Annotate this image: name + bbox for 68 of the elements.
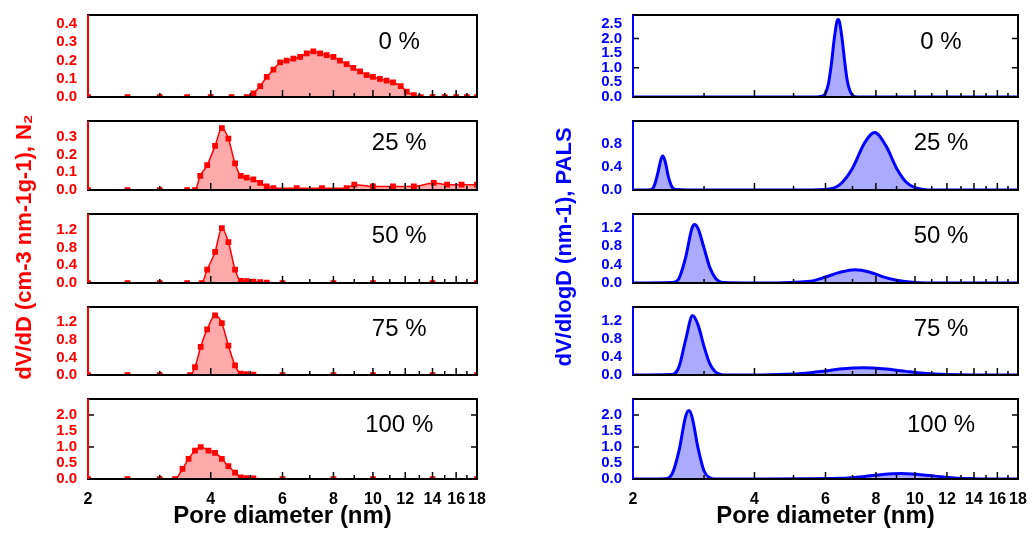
y-tick-label: 0.0 — [601, 365, 622, 383]
x-tick-label: 18 — [1009, 490, 1027, 508]
y-tick-label: 0.8 — [601, 328, 622, 346]
y-tick-label: 0.4 — [601, 157, 623, 175]
y-tick-label: 0.5 — [601, 72, 622, 90]
annotation: 100 % — [906, 410, 976, 438]
x-tick-label: 6 — [278, 490, 288, 508]
y-tick-label: 0.4 — [56, 347, 78, 365]
y-axis-title: dV/dD (cm-3 nm-1g-1), N₂ — [11, 114, 37, 380]
y-tick-label: 0.0 — [56, 469, 77, 487]
y-tick-label: 0.1 — [56, 162, 77, 180]
y-tick-label: 0.1 — [56, 68, 77, 86]
annotation: 25 % — [913, 128, 969, 156]
y-tick-label: 0.0 — [601, 87, 622, 105]
x-tick-label: 10 — [364, 490, 382, 508]
y-tick-label: 0.3 — [56, 127, 77, 145]
y-tick-label: 0.0 — [56, 180, 77, 198]
y-tick-label: 0.0 — [601, 273, 622, 291]
y-tick-label: 0.2 — [56, 50, 77, 68]
y-tick-label: 0.8 — [56, 237, 77, 255]
x-tick-label: 8 — [871, 490, 881, 508]
y-tick-label: 0.0 — [56, 273, 77, 291]
x-tick-label: 16 — [988, 490, 1007, 508]
y-tick-label: 0.3 — [56, 32, 77, 50]
y-axis-title: dV/dlogD (nm-1), PALS — [551, 127, 577, 367]
y-tick-label: 0.4 — [56, 255, 78, 273]
y-tick-label: 1.2 — [601, 217, 622, 235]
x-tick-label: 8 — [328, 490, 338, 508]
x-tick-label: 10 — [906, 490, 925, 508]
y-tick-label: 0.5 — [56, 453, 77, 471]
y-tick-label: 0.0 — [56, 87, 77, 105]
y-tick-label: 1.2 — [56, 312, 77, 330]
x-tick-label: 6 — [821, 490, 831, 508]
annotation: 0 % — [378, 26, 420, 54]
y-tick-label: 0.8 — [56, 330, 77, 348]
x-tick-label: 14 — [965, 490, 983, 508]
y-tick-label: 1.5 — [601, 421, 622, 439]
y-tick-label: 2.0 — [601, 405, 622, 423]
y-tick-label: 0.0 — [601, 469, 622, 487]
annotation: 25 % — [371, 128, 427, 156]
y-tick-label: 0.2 — [56, 144, 77, 162]
y-tick-label: 1.2 — [56, 219, 77, 237]
x-tick-label: 12 — [396, 490, 415, 508]
y-tick-label: 1.0 — [601, 437, 622, 455]
x-tick-label: 2 — [83, 490, 93, 508]
y-tick-label: 0.0 — [56, 365, 77, 383]
annotation: 75 % — [913, 314, 969, 342]
y-tick-label: 2.0 — [601, 28, 622, 46]
x-tick-label: 18 — [468, 490, 486, 508]
y-tick-label: 0.8 — [601, 236, 622, 254]
x-tick-label: 2 — [628, 490, 638, 508]
y-tick-label: 1.0 — [56, 437, 77, 455]
y-tick-label: 1.5 — [56, 421, 77, 439]
x-tick-label: 12 — [938, 490, 956, 508]
y-tick-label: 0.4 — [601, 254, 623, 272]
y-tick-label: 0.0 — [601, 180, 622, 198]
annotation: 50 % — [913, 221, 969, 249]
y-tick-label: 2.0 — [56, 405, 77, 423]
x-tick-label: 14 — [423, 490, 442, 508]
annotation: 100 % — [365, 410, 434, 438]
y-tick-label: 2.5 — [601, 13, 622, 31]
y-tick-label: 0.5 — [601, 453, 622, 471]
annotation: 0 % — [920, 26, 962, 54]
y-tick-label: 1.2 — [601, 310, 622, 328]
y-tick-label: 0.4 — [601, 347, 623, 365]
y-tick-label: 0.4 — [56, 14, 78, 32]
y-tick-label: 0.8 — [601, 134, 622, 152]
x-tick-label: 16 — [447, 490, 466, 508]
